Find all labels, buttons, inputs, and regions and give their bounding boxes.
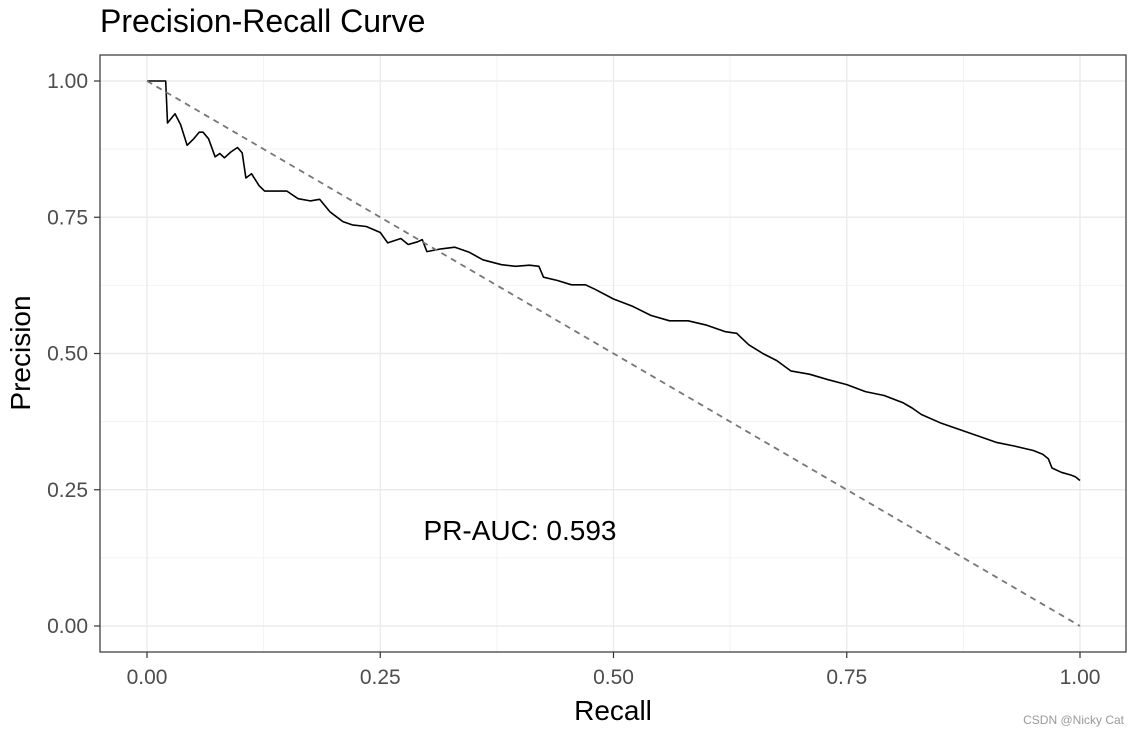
x-tick-label-3: 0.75 <box>826 666 867 689</box>
baseline-dashed-line <box>146 80 1081 627</box>
x-tick-label-1: 0.25 <box>360 666 401 689</box>
x-tick-label-0: 0.00 <box>127 666 168 689</box>
y-tick-label-1: 0.25 <box>47 479 88 502</box>
grid-major <box>100 55 1126 652</box>
pr-curve-line <box>147 80 1081 482</box>
y-tick-label-2: 0.50 <box>47 343 88 366</box>
x-tick-label-4: 1.00 <box>1060 666 1101 689</box>
y-tick-label-0: 0.00 <box>47 615 88 638</box>
y-tick-label-4: 1.00 <box>47 70 88 93</box>
ticks-layer: 0.00 0.25 0.50 0.75 1.00 0.00 0.25 0.50 0.75 1.00 <box>47 70 1100 689</box>
pr-auc-annotation: PR-AUC: 0.593 <box>424 515 617 546</box>
watermark: CSDN @Nicky Cat <box>1023 713 1125 727</box>
y-tick-label-3: 0.75 <box>47 206 88 229</box>
x-tick-label-2: 0.50 <box>593 666 634 689</box>
y-axis-title: Precision <box>5 295 36 410</box>
series-layer <box>146 80 1081 627</box>
chart-title: Precision-Recall Curve <box>100 3 425 39</box>
x-axis-title: Recall <box>574 695 652 726</box>
